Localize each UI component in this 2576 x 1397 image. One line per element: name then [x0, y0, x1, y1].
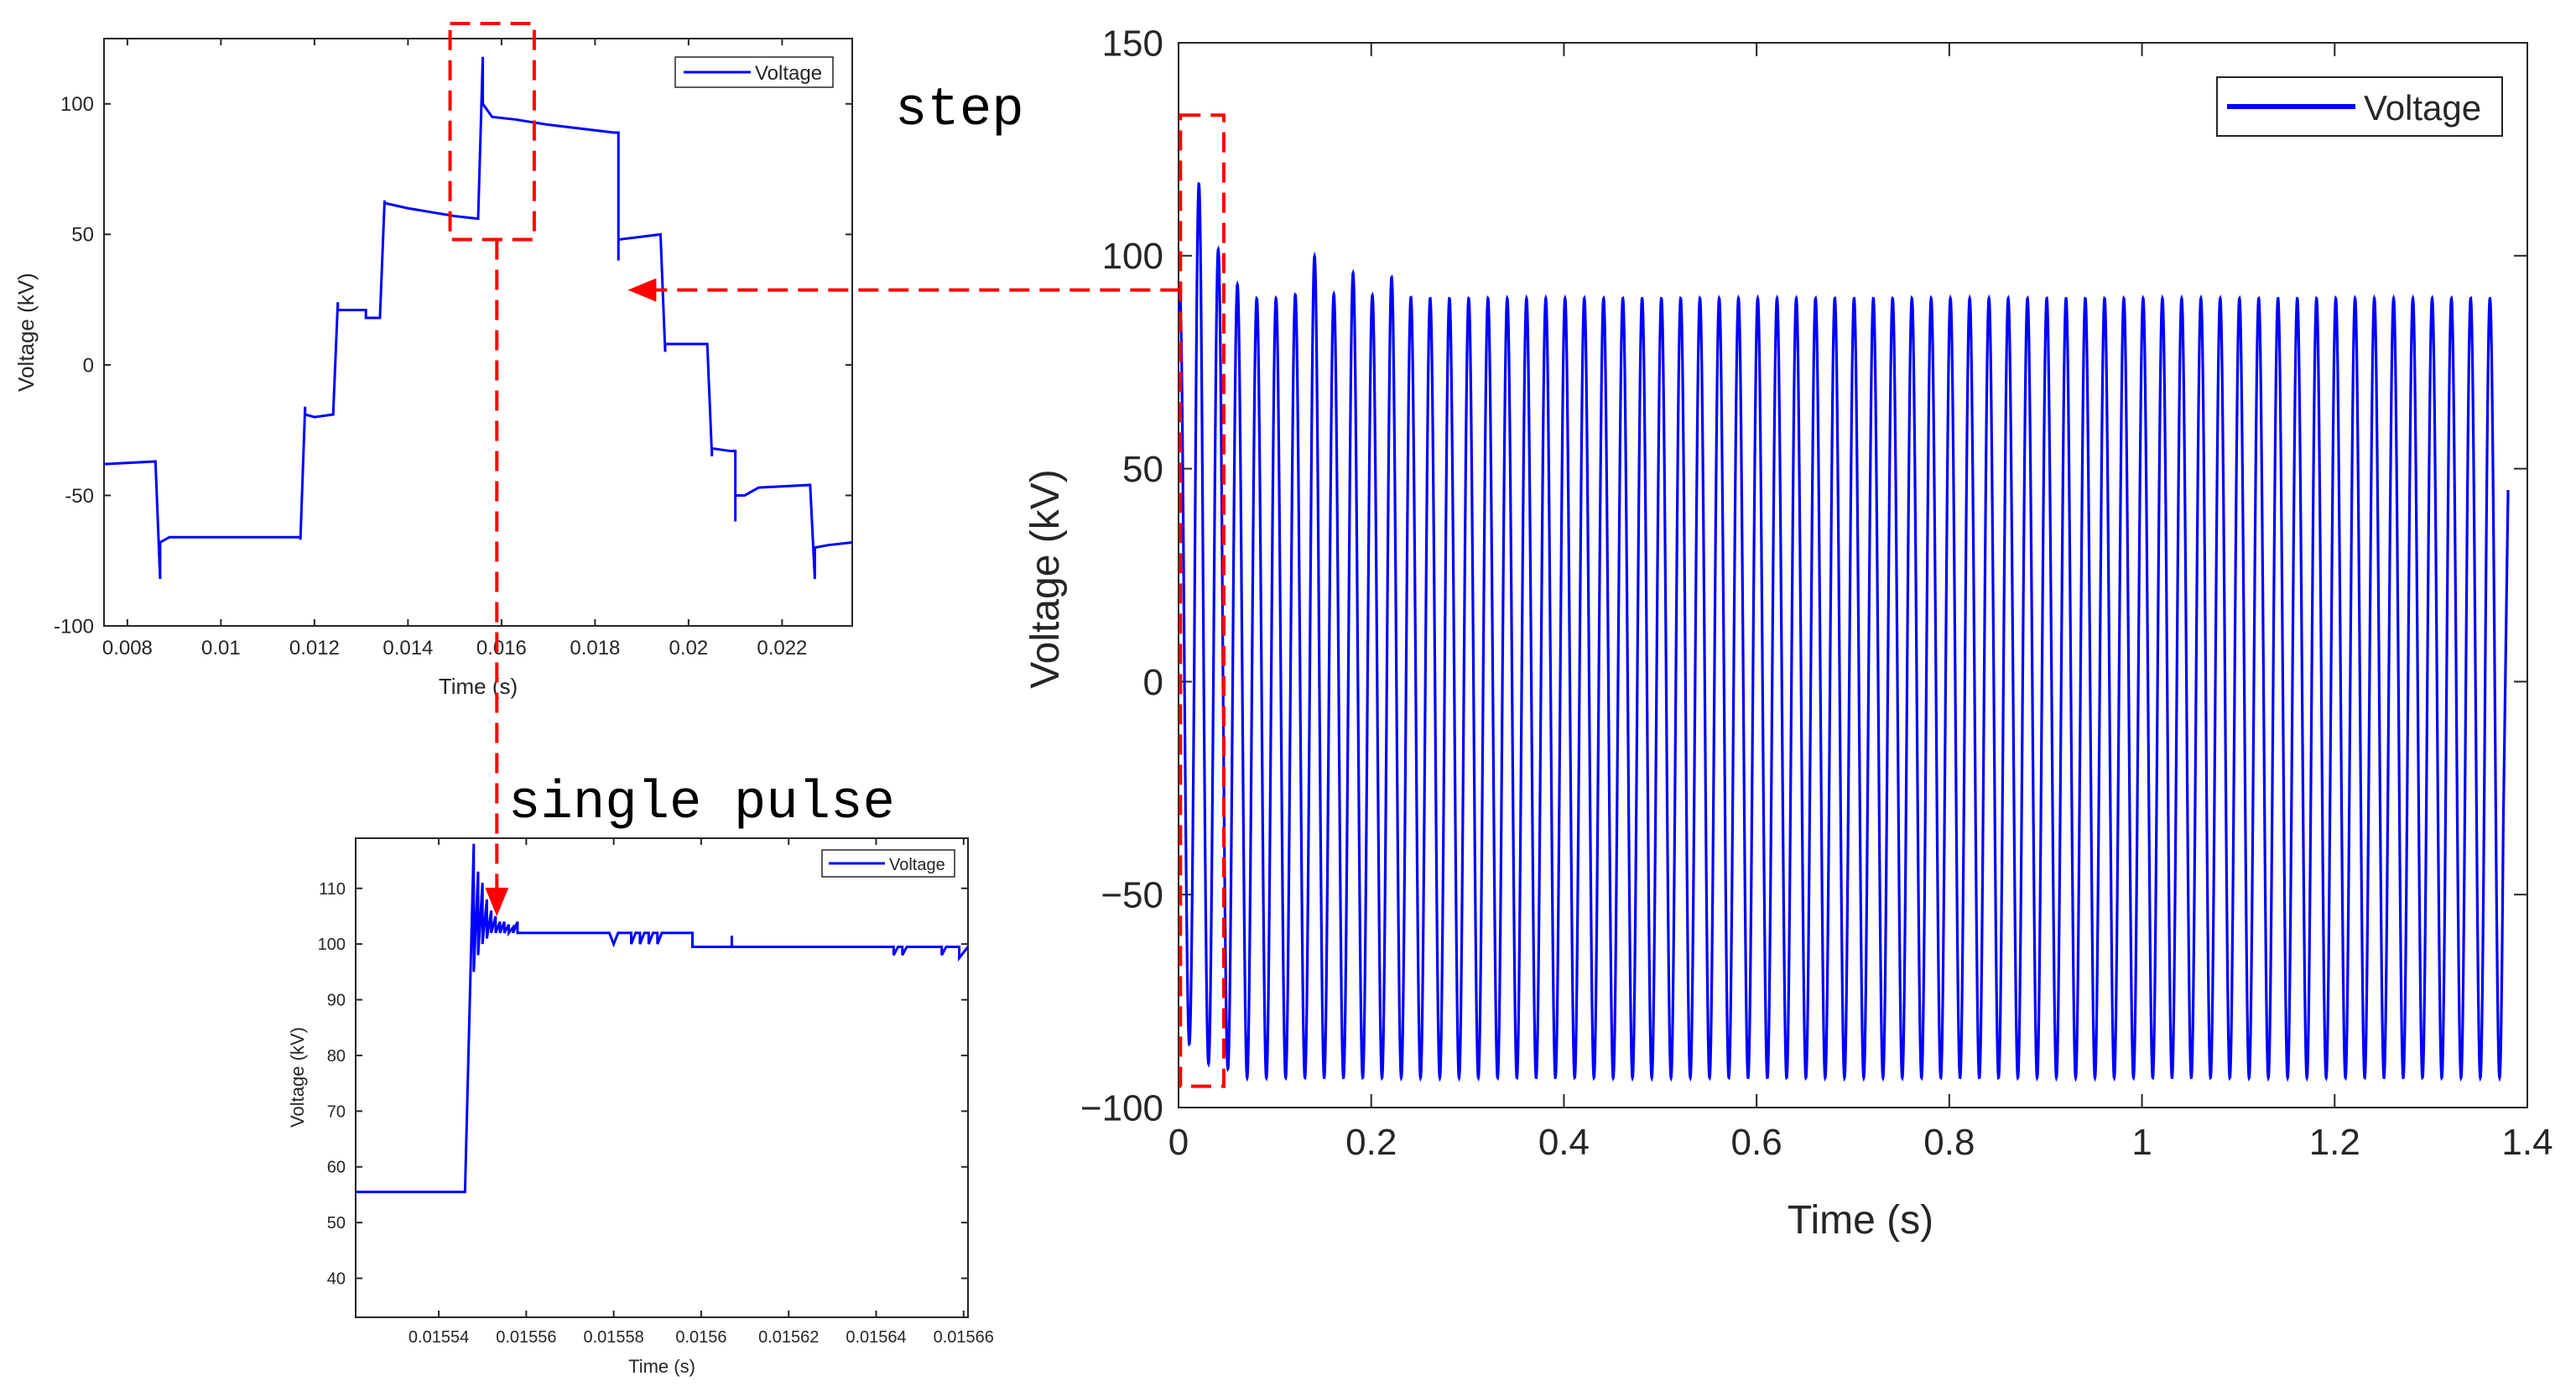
main-x-tick-label: 0.6: [1731, 1122, 1782, 1163]
step-x-label: Time (s): [439, 674, 518, 699]
main-y-tick-label: 50: [1122, 449, 1163, 490]
main-x-tick-label: 0.2: [1345, 1122, 1397, 1163]
pulse-legend-label: Voltage: [889, 856, 945, 874]
pulse-y-tick-label: 60: [327, 1159, 346, 1177]
pulse-y-tick-label: 100: [318, 936, 346, 954]
main-x-tick-label: 0.8: [1923, 1122, 1975, 1163]
main-y-tick-label: 0: [1143, 662, 1163, 703]
main-y-label: Voltage (kV): [1023, 469, 1068, 688]
step-y-tick-label: 0: [83, 354, 94, 377]
step-annotation: step: [895, 81, 1024, 141]
pulse-y-label: Voltage (kV): [287, 1027, 308, 1128]
annotation-layer: [448, 22, 1226, 1088]
main-x-tick-label: 0: [1168, 1122, 1189, 1163]
step-y-label: Voltage (kV): [13, 273, 39, 392]
pulse-y-tick-label: 80: [327, 1047, 346, 1066]
step-x-tick-label: 0.016: [476, 637, 527, 659]
pulse-plot-area: [355, 837, 969, 1318]
pulse-x-tick-label: 0.01554: [409, 1328, 469, 1347]
step-x-tick-label: 0.018: [570, 637, 620, 659]
pulse-x-tick-label: 0.01562: [758, 1328, 819, 1347]
main-legend: Voltage: [2216, 76, 2503, 137]
pulse-chart: 0.01554 0.01556 0.01558 0.0156 0.01562 0.0156…: [287, 837, 994, 1377]
step-x-tick-label: 0.02: [669, 637, 709, 659]
main-y-tick-label: −50: [1101, 875, 1163, 916]
pulse-y-tick-label: 70: [327, 1102, 346, 1121]
main-chart: 0 0.2 0.4 0.6 0.8 1 1.2 1.4 −100 −50 0 50 100 150 Tim…: [1023, 23, 2553, 1243]
main-legend-label: Voltage: [2364, 88, 2481, 128]
pulse-x-tick-label: 0.01558: [583, 1328, 643, 1347]
step-voltage-line: [104, 56, 852, 580]
step-x-tick-label: 0.022: [757, 637, 807, 659]
main-plot-area: [1178, 42, 2528, 1108]
main-y-tick-label: 150: [1102, 23, 1163, 64]
main-voltage-line: [1179, 181, 2510, 1082]
step-x-tick-label: 0.01: [201, 637, 241, 659]
main-highlight-box: [1179, 113, 1226, 1088]
step-y-tick-label: 100: [60, 93, 94, 116]
main-x-label: Time (s): [1788, 1198, 1933, 1243]
pulse-y-tick-label: 40: [327, 1270, 346, 1289]
main-axes: 0 0.2 0.4 0.6 0.8 1 1.2 1.4 −100 −50 0 50 100 150: [1080, 23, 2553, 1163]
pulse-y-tick-label: 110: [319, 880, 346, 899]
pulse-y-tick-label: 50: [327, 1214, 346, 1233]
pulse-axes: 0.01554 0.01556 0.01558 0.0156 0.01562 0.0156…: [318, 838, 994, 1347]
main-y-tick-label: 100: [1102, 236, 1163, 277]
step-axes: 0.008 0.01 0.012 0.014 0.016 0.018 0.02 0.022 -1…: [54, 39, 852, 659]
main-y-tick-label: −100: [1080, 1087, 1163, 1129]
step-x-tick-label: 0.014: [382, 637, 433, 659]
step-arrowhead: [627, 278, 657, 302]
main-x-tick-label: 1: [2131, 1122, 2152, 1163]
main-x-tick-label: 1.2: [2309, 1122, 2360, 1163]
single-pulse-annotation: single pulse: [508, 774, 895, 834]
step-y-tick-label: 50: [71, 224, 94, 247]
step-legend-label: Voltage: [755, 62, 822, 85]
step-highlight-box: [448, 22, 536, 242]
pulse-x-tick-label: 0.01564: [846, 1328, 906, 1347]
step-plot-area: [103, 38, 853, 627]
main-x-tick-label: 0.4: [1538, 1122, 1590, 1163]
step-legend: Voltage: [674, 56, 834, 88]
step-y-tick-label: -100: [54, 615, 94, 638]
main-x-tick-label: 1.4: [2501, 1122, 2553, 1163]
pulse-voltage-line: [356, 843, 968, 1194]
step-chart: 0.008 0.01 0.012 0.014 0.016 0.018 0.02 0.022 -1…: [13, 38, 853, 699]
pulse-x-tick-label: 0.0156: [675, 1328, 726, 1347]
pulse-y-tick-label: 90: [327, 992, 346, 1010]
pulse-x-tick-label: 0.01556: [496, 1328, 556, 1347]
step-x-tick-label: 0.012: [289, 637, 340, 659]
step-y-tick-label: -50: [65, 485, 94, 508]
pulse-x-tick-label: 0.01566: [934, 1328, 994, 1347]
pulse-x-label: Time (s): [628, 1356, 695, 1377]
pulse-legend: Voltage: [821, 849, 955, 878]
pulse-arrowhead: [485, 887, 509, 916]
step-x-tick-label: 0.008: [102, 637, 153, 659]
